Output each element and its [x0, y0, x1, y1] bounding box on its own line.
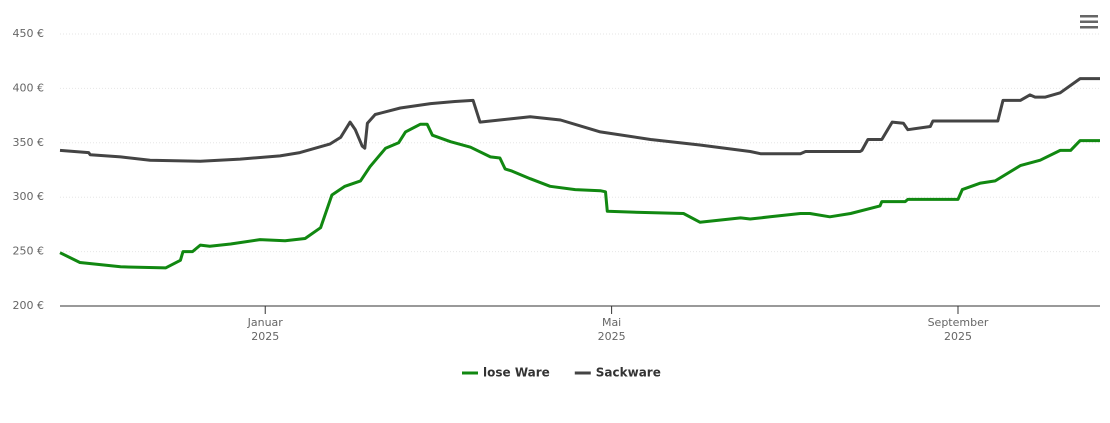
- menu-bar: [1080, 20, 1098, 23]
- legend-item: Sackware: [574, 366, 661, 380]
- y-tick-label: 350 €: [13, 136, 45, 149]
- menu-button[interactable]: [1080, 15, 1098, 29]
- x-tick-label: September 2025: [928, 316, 989, 343]
- x-tick-label: Mai 2025: [598, 316, 626, 343]
- y-tick-label: 300 €: [13, 190, 45, 203]
- y-tick-label: 400 €: [13, 81, 45, 94]
- menu-bar: [1080, 26, 1098, 29]
- menu-bar: [1080, 15, 1098, 18]
- y-tick-label: 250 €: [13, 245, 45, 258]
- legend: lose Ware Sackware: [462, 366, 661, 380]
- legend-label: Sackware: [596, 366, 661, 380]
- y-tick-label: 450 €: [13, 27, 45, 40]
- legend-label: lose Ware: [483, 366, 550, 380]
- line-series: [59, 122, 1100, 270]
- y-tick-label: 200 €: [13, 299, 45, 312]
- line-series: [59, 77, 1100, 163]
- x-tick-label: Januar 2025: [247, 316, 284, 343]
- legend-item: lose Ware: [462, 366, 550, 380]
